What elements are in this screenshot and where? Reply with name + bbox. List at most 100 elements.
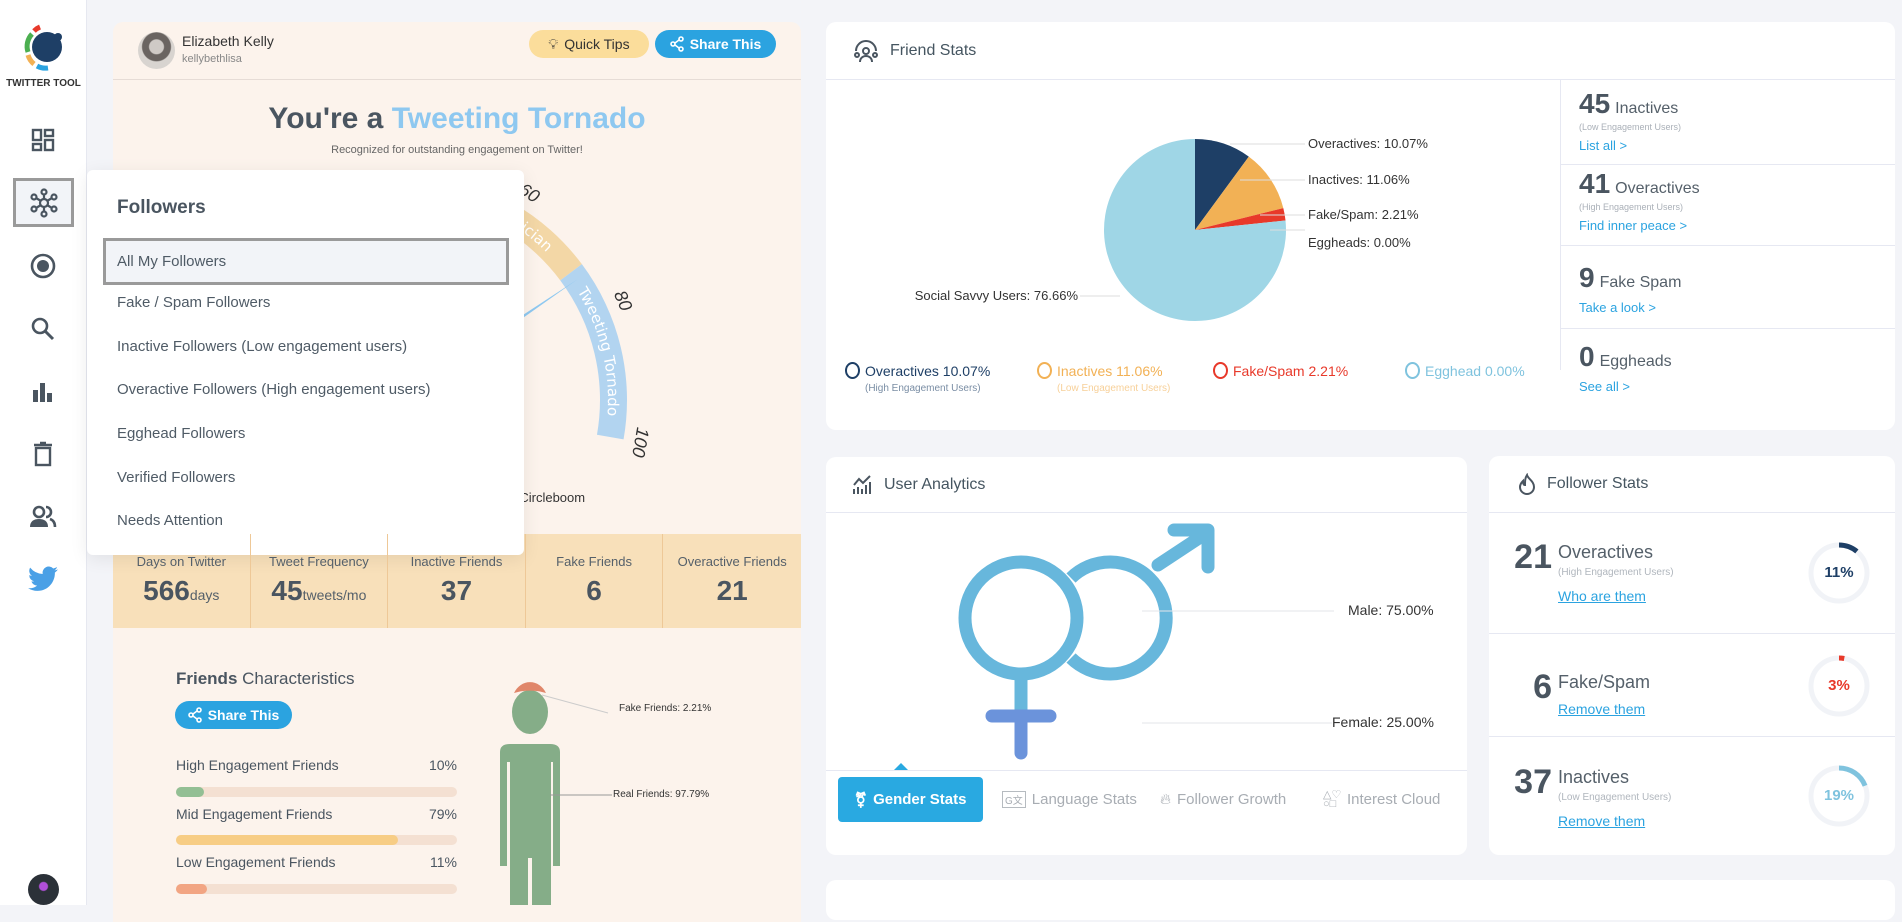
side-stat-number: 45 xyxy=(1579,88,1611,119)
pie-slice-inactives[interactable] xyxy=(1195,156,1284,230)
stat-overactive-friends: Overactive Friends 21 xyxy=(663,534,801,628)
female-symbol-circle xyxy=(958,555,1084,681)
divider xyxy=(1560,80,1561,370)
figure-head xyxy=(512,690,548,734)
share-icon xyxy=(187,707,202,723)
bar-chart-icon xyxy=(33,383,52,402)
follower-stats-header: Follower Stats xyxy=(1489,456,1895,513)
divider xyxy=(1560,164,1895,165)
profile-header xyxy=(113,22,801,80)
profile-name: Elizabeth Kelly xyxy=(182,33,274,49)
menu-item-overactive[interactable]: Overactive Followers (High engagement us… xyxy=(117,381,431,398)
head-gear-icon xyxy=(845,362,860,379)
divider xyxy=(1560,245,1895,246)
side-stat-number: 41 xyxy=(1579,168,1611,199)
share-button[interactable]: Share This xyxy=(655,30,776,58)
follower-stat-link[interactable]: Who are them xyxy=(1558,588,1646,604)
card-title: Follower Stats xyxy=(1547,475,1649,492)
menu-item-fake-spam[interactable]: Fake / Spam Followers xyxy=(117,294,271,311)
legend-item: Egghead 0.00% xyxy=(1405,362,1525,379)
card-title: User Analytics xyxy=(884,475,986,493)
side-stat-heading: 9 Fake Spam xyxy=(1579,262,1681,294)
follower-stat-link[interactable]: Remove them xyxy=(1558,701,1646,717)
pie-slice-fake-spam[interactable] xyxy=(1195,208,1286,230)
sidebar-item-twitter[interactable] xyxy=(21,559,65,599)
sidebar-item-circle[interactable] xyxy=(21,246,65,286)
friends-characteristics-title: Friends Characteristics xyxy=(176,669,355,689)
pie-slice-overactives[interactable] xyxy=(1195,139,1249,230)
legend-subtext: (High Engagement Users) xyxy=(865,383,981,394)
tab-gender-stats[interactable]: ⚧ Gender Stats xyxy=(838,777,983,822)
users-icon xyxy=(30,505,57,528)
title-rest: Characteristics xyxy=(242,669,355,688)
pie-label-fake-spam: Fake/Spam: 2.21% xyxy=(1308,207,1419,222)
stat-number: 45 xyxy=(271,575,303,606)
followers-dropdown-menu: Followers All My Followers Fake / Spam F… xyxy=(87,170,524,555)
side-stat-link[interactable]: See all > xyxy=(1579,379,1630,394)
stat-label: Overactive Friends xyxy=(677,554,787,569)
pie-slice-social-savvy-users[interactable] xyxy=(1104,139,1286,321)
sidebar-item-delete[interactable] xyxy=(21,434,65,474)
side-stat-label: Overactives xyxy=(1615,180,1700,197)
legend-row: Egghead 0.00% xyxy=(1405,362,1525,379)
side-stat-link[interactable]: List all > xyxy=(1579,138,1628,153)
sidebar-item-search[interactable] xyxy=(21,309,65,349)
follower-stat-label: Fake/Spam xyxy=(1558,672,1651,692)
title-bold: Friends xyxy=(176,669,238,688)
gender-icon: ⚧ xyxy=(854,791,868,809)
legend-subtext: (Low Engagement Users) xyxy=(1057,383,1171,394)
side-stat-link[interactable]: Take a look > xyxy=(1579,300,1656,315)
friends-share-button[interactable]: Share This xyxy=(175,701,292,729)
side-stat: 0 Eggheads See all > xyxy=(1579,341,1672,394)
stat-value: 21 xyxy=(663,575,801,607)
bar-percent: 11% xyxy=(430,854,457,870)
quick-tips-label: Quick Tips xyxy=(564,36,630,52)
quick-tips-button[interactable]: 💡︎ Quick Tips xyxy=(529,30,649,58)
sidebar-item-analytics[interactable] xyxy=(21,372,65,412)
tab-follower-growth[interactable]: 🔥︎ Follower Growth xyxy=(1160,777,1286,822)
side-stat: 45 Inactives (Low Engagement Users) List al… xyxy=(1579,88,1681,153)
female-label: Female: 25.00% xyxy=(1332,714,1434,730)
female-symbol-cross xyxy=(985,709,1057,760)
stat-label: Fake Friends xyxy=(556,554,633,569)
gauge-tick-label: 100 xyxy=(628,426,653,459)
menu-item-verified[interactable]: Verified Followers xyxy=(117,469,236,486)
stat-number: 6 xyxy=(586,575,602,606)
male-label: Male: 75.00% xyxy=(1348,602,1434,618)
side-stat-heading: 0 Eggheads xyxy=(1579,341,1672,373)
stat-label: Tweet Frequency xyxy=(269,554,369,569)
side-stat-link[interactable]: Find inner peace > xyxy=(1579,218,1688,233)
legend-row: Fake/Spam 2.21% xyxy=(1213,362,1348,379)
menu-item-egghead[interactable]: Egghead Followers xyxy=(117,425,246,442)
legend-item: Overactives 10.07% (High Engagement Users… xyxy=(845,362,990,394)
menu-item-all-followers[interactable]: All My Followers xyxy=(103,238,509,285)
follower-stat-number: 37 xyxy=(1514,763,1552,801)
stat-number: 37 xyxy=(440,575,473,606)
side-stat-label: Fake Spam xyxy=(1599,274,1682,291)
bar-name: Mid Engagement Friends xyxy=(176,806,333,822)
sidebar-item-followers[interactable] xyxy=(13,178,74,227)
engagement-progress-bar xyxy=(176,787,457,797)
percent-ring xyxy=(1808,655,1870,717)
male-symbol-circle xyxy=(1066,555,1173,681)
side-stat-heading: 45 Inactives xyxy=(1579,88,1681,120)
follower-stat-label: Overactives xyxy=(1558,542,1654,562)
hero-prefix: You're a xyxy=(268,102,384,135)
divider xyxy=(1489,736,1895,737)
follower-stat-link[interactable]: Remove them xyxy=(1558,813,1646,829)
user-analytics-header: User Analytics xyxy=(826,457,1467,513)
menu-item-needs-attention[interactable]: Needs Attention xyxy=(117,512,223,529)
menu-item-inactive[interactable]: Inactive Followers (Low engagement users… xyxy=(117,338,408,355)
sidebar-item-friends[interactable] xyxy=(21,497,65,537)
shapes-icon: △♡ ○□ xyxy=(1323,788,1342,810)
side-stat-subtext: (High Engagement Users) xyxy=(1579,202,1684,212)
side-stat-subtext: (Low Engagement Users) xyxy=(1579,122,1682,132)
legend-text: Fake/Spam 2.21% xyxy=(1233,362,1349,379)
stat-value: 45tweets/mo xyxy=(251,575,388,607)
user-avatar[interactable] xyxy=(28,874,59,905)
side-stat-number: 9 xyxy=(1579,262,1595,293)
bar-name: High Engagement Friends xyxy=(176,757,339,773)
sidebar-item-dashboard[interactable] xyxy=(21,120,65,160)
tab-language-stats[interactable]: G文 Language Stats xyxy=(1002,777,1137,822)
tab-interest-cloud[interactable]: △♡ ○□ Interest Cloud xyxy=(1323,777,1440,822)
